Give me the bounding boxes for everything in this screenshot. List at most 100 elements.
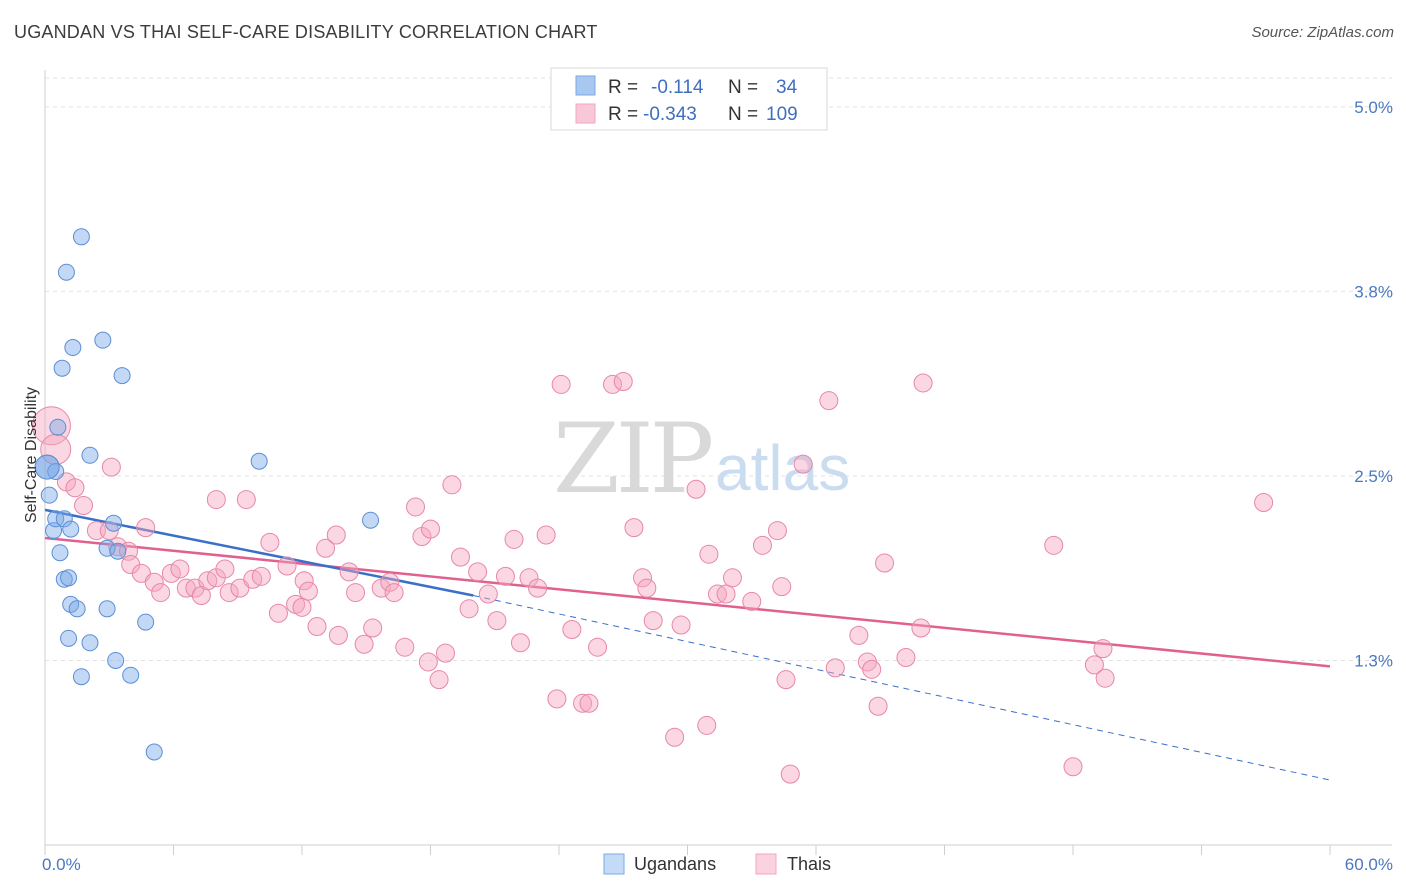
ugandan-point <box>49 418 67 436</box>
thai-point <box>151 583 171 603</box>
thai-point <box>170 559 190 579</box>
thai-point <box>780 764 800 784</box>
thai-point <box>671 615 691 635</box>
thai-point <box>450 547 470 567</box>
ugandan-point <box>107 651 125 669</box>
ugandan-point <box>105 514 123 532</box>
ugandan-point <box>98 600 116 618</box>
thai-point <box>384 583 404 603</box>
thai-point <box>573 693 593 713</box>
thai-point <box>772 577 792 597</box>
chart-source: Source: ZipAtlas.com <box>1251 24 1394 41</box>
thai-point <box>395 637 415 657</box>
bottom-legend-swatch-ugandans <box>603 853 625 875</box>
thai-point <box>697 715 717 735</box>
ugandan-point <box>53 359 71 377</box>
thai-point <box>1093 639 1113 659</box>
thai-point <box>251 566 271 586</box>
ugandan-point <box>55 510 73 528</box>
legend-n-value-2: 109 <box>766 104 798 125</box>
thai-point <box>108 537 128 557</box>
y-axis-label: Self-Care Disability <box>23 387 40 523</box>
thai-point <box>487 611 507 631</box>
thai-point <box>547 689 567 709</box>
thai-point <box>1254 493 1274 513</box>
thai-point <box>219 583 239 603</box>
thai-point <box>752 535 772 555</box>
thai-point <box>665 727 685 747</box>
legend-swatch-ugandans <box>575 75 596 96</box>
thai-point <box>1063 757 1083 777</box>
thai-point <box>896 648 916 668</box>
thai-point <box>588 637 608 657</box>
thai-point <box>686 479 706 499</box>
ugandan-point <box>51 544 69 562</box>
ugandan-point <box>72 668 90 686</box>
ugandan-point <box>109 542 127 560</box>
thai-point <box>825 658 845 678</box>
ugandan-point <box>72 228 90 246</box>
legend-r-label-1: R = <box>608 77 638 98</box>
thai-point <box>699 544 719 564</box>
thai-point <box>551 374 571 394</box>
chart-title: UGANDAN VS THAI SELF-CARE DISABILITY COR… <box>14 22 598 42</box>
thai-point <box>643 611 663 631</box>
thai-point <box>862 659 882 679</box>
ugandan-point <box>40 486 58 504</box>
thai-point <box>633 568 653 588</box>
thai-point <box>776 670 796 690</box>
thai-point <box>363 618 383 638</box>
y-tick-labels: 1.3% 2.5% 3.8% 5.0% <box>1354 98 1393 671</box>
thai-point <box>504 529 524 549</box>
thai-point <box>495 566 515 586</box>
thai-point <box>268 603 288 623</box>
thai-point <box>459 599 479 619</box>
y-tick-label: 1.3% <box>1354 651 1393 670</box>
thai-point <box>418 652 438 672</box>
thai-trend-line <box>44 536 1331 668</box>
y-tick-label: 2.5% <box>1354 467 1393 486</box>
thai-point <box>298 581 318 601</box>
watermark: ZIP atlas <box>553 403 850 515</box>
ugandan-point <box>98 539 116 557</box>
thai-point <box>339 562 359 582</box>
thai-point <box>421 519 440 539</box>
y-tick-label: 5.0% <box>1354 98 1393 117</box>
y-tick-label: 3.8% <box>1354 282 1393 301</box>
ugandan-trend-extension <box>473 595 1331 781</box>
thai-point <box>435 643 455 663</box>
ugandan-points <box>34 228 380 761</box>
ugandan-point <box>47 510 65 528</box>
thai-point <box>316 538 336 558</box>
thai-point <box>206 490 226 510</box>
ugandan-point <box>57 263 75 281</box>
ugandan-trend-line <box>44 508 474 597</box>
bottom-legend-thais: Thais <box>787 854 831 874</box>
thai-point <box>819 391 839 411</box>
thai-point <box>307 617 327 637</box>
thai-point <box>161 563 181 583</box>
ugandan-point <box>137 613 155 631</box>
thai-point <box>716 584 736 604</box>
ugandan-point <box>64 339 82 357</box>
legend-r-label-2: R = <box>608 104 638 125</box>
legend-r-value-2: -0.343 <box>643 104 697 125</box>
ugandan-point <box>81 446 99 464</box>
ugandan-point <box>68 600 86 618</box>
thai-point <box>562 619 582 639</box>
thai-point <box>913 373 933 393</box>
thai-point <box>722 568 742 588</box>
thai-point <box>742 591 762 611</box>
thai-point <box>136 518 156 538</box>
watermark-zip: ZIP <box>553 403 712 515</box>
thai-point <box>292 597 312 617</box>
thai-point <box>468 562 488 582</box>
thai-point <box>406 497 426 517</box>
legend-n-label-2: N = <box>728 104 758 125</box>
thai-point <box>354 634 374 654</box>
thai-point <box>40 433 72 465</box>
thai-point <box>328 625 348 645</box>
ugandan-point <box>60 569 78 587</box>
thai-points <box>31 371 1274 784</box>
